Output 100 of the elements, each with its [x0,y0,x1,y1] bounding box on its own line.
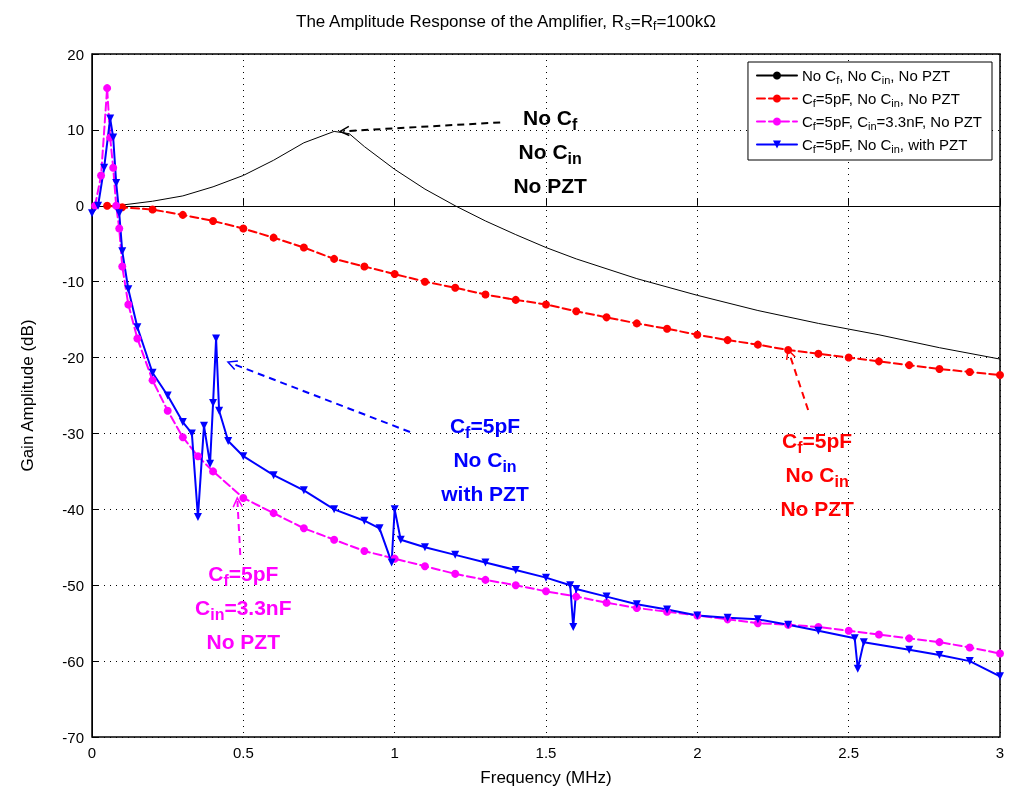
point [451,283,460,292]
point [753,615,762,624]
point [844,626,853,635]
point [103,201,112,210]
point [451,569,460,578]
point [209,467,218,476]
point [118,247,127,256]
point [814,626,823,635]
x-tick-label: 3 [995,744,1005,761]
point [965,657,974,666]
point [572,307,581,316]
y-tick-label: -40 [62,500,84,518]
point [360,547,369,556]
point [124,285,133,294]
point [330,254,339,263]
point [663,324,672,333]
point [511,566,520,575]
point [193,512,202,521]
point [209,399,218,408]
y-tick-label: -70 [62,728,84,746]
point [723,336,732,345]
point [115,209,124,218]
point [387,558,396,567]
point [753,340,762,349]
point [206,459,215,468]
point [542,300,550,309]
x-tick-label: 2 [693,744,702,761]
x-tick-label: 2.5 [838,744,860,761]
point [965,367,974,376]
y-tick-label: -20 [62,349,84,367]
point [163,406,172,415]
point [814,349,823,358]
point [632,600,641,609]
point [360,262,369,271]
point [148,368,157,377]
point [269,509,278,518]
point [124,300,133,309]
point [269,471,278,480]
point [874,357,883,366]
point [239,224,248,233]
point [935,364,944,373]
point [390,270,399,279]
point [420,562,429,571]
point [572,585,581,594]
point [693,330,702,339]
annotation: C$_{f}$=5pF No C$_{in}$ with PZT [440,414,529,506]
y-tick-label: 10 [67,121,84,139]
point [178,210,187,219]
y-tick-label: -30 [62,424,84,442]
point [299,524,308,533]
point [965,643,974,652]
point [133,323,142,332]
point [632,319,641,328]
x-tick-label: 0 [87,744,97,761]
point [299,486,308,495]
point [299,243,308,252]
point [905,634,914,643]
point [844,353,853,362]
point [602,592,611,601]
point [178,433,187,442]
point [112,179,121,188]
point [420,277,429,286]
point [602,313,611,322]
point [602,598,611,607]
x-tick-label: 0.5 [232,744,254,761]
point [420,543,429,552]
point [330,535,339,544]
point [269,233,278,242]
point [996,371,1004,380]
point [859,638,868,647]
y-tick-label: 20 [67,45,84,63]
point [511,581,520,590]
x-tick-label: 1.5 [535,744,557,761]
point [148,205,157,214]
annotation: No C$_{f}$ No C$_{in}$ No PZT [513,105,588,197]
y-tick-label: 0 [75,197,84,215]
point [148,376,157,385]
point [572,592,581,601]
y-tick-label: -10 [62,273,84,291]
y-tick-label: -60 [62,652,84,670]
point [109,163,118,172]
point [481,575,490,584]
y-axis-title: Gain Amplitude (dB) [18,319,37,472]
point [566,581,575,590]
point [100,163,109,172]
point [115,224,124,233]
point [97,171,106,180]
point [935,651,944,660]
annotation: C$_{f}$=5pF C$_{in}$=3.3nF No PZT [195,562,292,654]
point [996,672,1004,681]
point [239,493,248,502]
annotation: C$_{f}$=5pF No C$_{in}$ No PZT [780,429,855,521]
point [112,201,121,210]
point [224,437,233,446]
point [542,587,550,596]
point [511,295,520,304]
x-tick-label: 1 [390,744,399,761]
point [330,505,339,514]
point [187,429,196,438]
point [239,452,248,461]
